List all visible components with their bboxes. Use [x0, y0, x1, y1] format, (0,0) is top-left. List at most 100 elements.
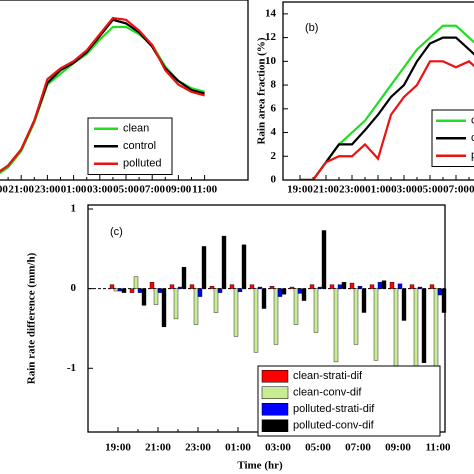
bar	[317, 286, 323, 289]
bar	[221, 235, 227, 289]
bar	[353, 288, 359, 345]
y-tick-label: 10	[265, 55, 277, 67]
x-tick-label: 07:00	[443, 184, 469, 196]
x-tick-label: 07:00	[139, 184, 165, 196]
y-axis-label: Rain area fraction (%)	[256, 37, 268, 144]
bar	[301, 288, 307, 301]
bar	[117, 288, 123, 292]
line	[300, 60, 474, 180]
bar	[213, 288, 219, 313]
bar	[229, 284, 235, 289]
bar	[321, 230, 327, 289]
bar	[369, 284, 375, 289]
x-tick-label: 01:00	[225, 442, 251, 454]
y-tick-label: -1	[67, 362, 76, 374]
legend-label: control	[123, 140, 156, 152]
legend-label: polluted-strati-dif	[293, 403, 375, 415]
bar	[341, 282, 347, 289]
bar	[441, 288, 447, 313]
bar	[217, 288, 223, 293]
bar	[333, 288, 339, 363]
x-tick-label: 19:00	[0, 184, 8, 196]
y-tick-label: 12	[265, 31, 277, 43]
legend-swatch	[261, 403, 289, 416]
bar	[381, 280, 387, 289]
legend-label: polluted	[471, 150, 474, 162]
bar	[277, 288, 283, 297]
bar	[133, 276, 139, 289]
bar	[193, 288, 199, 325]
bar	[201, 246, 207, 289]
bar	[297, 288, 303, 294]
bar	[409, 284, 415, 289]
legend-label: clean-strati-dif	[293, 370, 363, 382]
bar	[417, 286, 423, 289]
x-tick-label: 21:00	[8, 184, 34, 196]
bar	[109, 284, 115, 289]
panel-label: (b)	[305, 22, 318, 34]
bar	[377, 282, 383, 289]
y-tick-label: 8	[271, 79, 277, 91]
line	[300, 36, 474, 180]
bar	[429, 284, 435, 289]
bar	[289, 286, 295, 289]
x-tick-label: 05:00	[113, 184, 139, 196]
x-tick-label: 01:00	[365, 184, 391, 196]
bar	[373, 288, 379, 361]
x-tick-label: 19:00	[287, 184, 313, 196]
y-tick-label: 2	[271, 150, 277, 162]
x-tick-label: 23:00	[185, 442, 211, 454]
x-tick-label: 09:00	[469, 184, 474, 196]
x-tick-label: 03:00	[265, 442, 291, 454]
bar	[309, 284, 315, 289]
bar	[253, 288, 259, 353]
legend-swatch	[261, 386, 289, 399]
bar	[401, 288, 407, 321]
x-tick-label: 11:00	[192, 184, 218, 196]
legend-swatch	[261, 370, 289, 383]
bar	[293, 288, 299, 325]
bar	[173, 288, 179, 320]
x-tick-label: 05:00	[305, 442, 331, 454]
y-tick-label: 0	[271, 174, 277, 186]
y-tick-label: 6	[271, 102, 277, 114]
legend-label: clean	[471, 115, 474, 127]
bar	[233, 288, 239, 337]
bar	[313, 288, 319, 333]
x-tick-label: 09:00	[166, 184, 192, 196]
bar	[349, 282, 355, 289]
legend-box	[257, 365, 441, 437]
x-tick-label: 21:00	[313, 184, 339, 196]
x-axis-label: Time (hr)	[237, 460, 283, 472]
bar	[121, 288, 127, 293]
y-tick-label: 14	[265, 7, 277, 19]
plot-frame	[282, 1, 474, 181]
legend-label: clean	[123, 123, 149, 135]
bar	[357, 286, 363, 289]
bar	[337, 284, 343, 289]
bar	[113, 288, 119, 292]
bar	[249, 284, 255, 289]
bar	[361, 288, 367, 313]
x-tick-label: 09:00	[385, 442, 411, 454]
bar	[189, 284, 195, 289]
bar	[421, 288, 427, 363]
bar	[261, 288, 267, 309]
bar	[129, 288, 135, 293]
bar	[149, 282, 155, 289]
panel-label: (c)	[110, 226, 123, 238]
bar	[209, 286, 215, 289]
x-tick-label: 07:00	[345, 442, 371, 454]
bar	[181, 266, 187, 289]
bar	[197, 288, 203, 297]
y-tick-label: 0	[71, 282, 77, 294]
bar	[177, 286, 183, 289]
x-tick-label: 01:00	[61, 184, 87, 196]
bar	[413, 288, 419, 373]
x-tick-label: 23:00	[339, 184, 365, 196]
x-tick-label: 23:00	[35, 184, 61, 196]
bar	[281, 288, 287, 295]
bar	[141, 288, 147, 306]
bar	[169, 284, 175, 289]
bar	[437, 288, 443, 296]
